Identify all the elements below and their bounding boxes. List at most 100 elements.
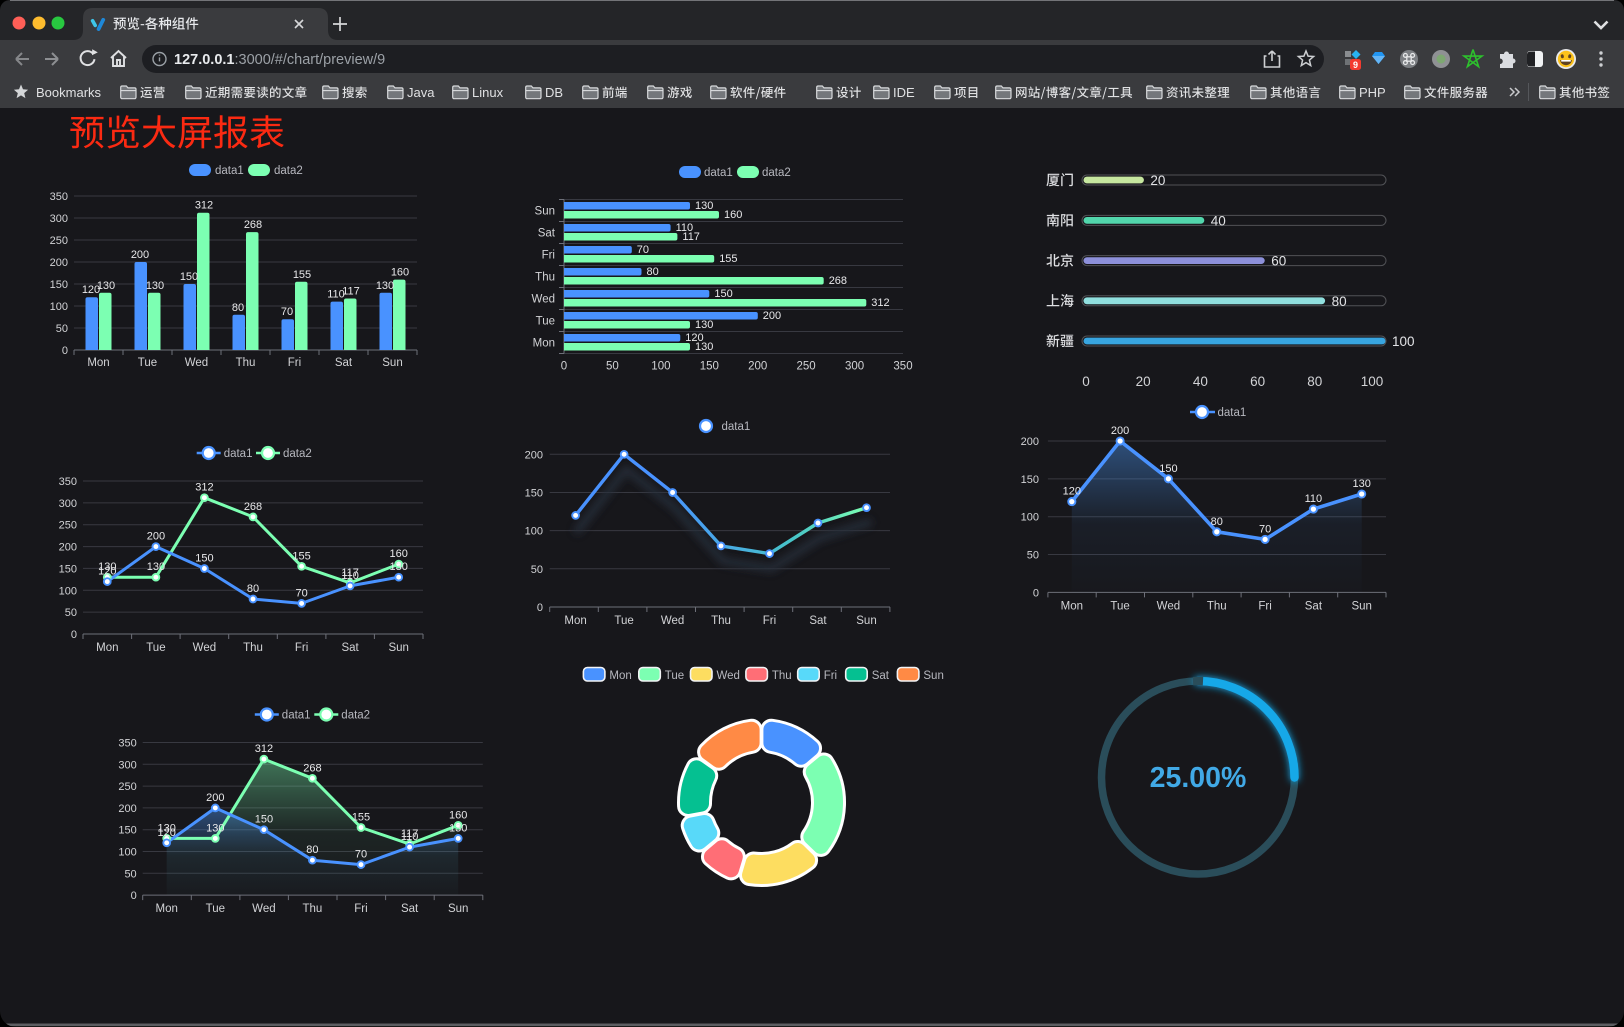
svg-text:150: 150: [118, 825, 136, 837]
svg-text:120: 120: [158, 827, 176, 839]
svg-text:Wed: Wed: [661, 615, 684, 627]
svg-text:300: 300: [845, 361, 864, 373]
svg-text:Fri: Fri: [288, 357, 301, 369]
svg-text:60: 60: [1250, 374, 1265, 389]
svg-text:70: 70: [281, 306, 293, 318]
svg-text:117: 117: [342, 286, 360, 298]
svg-text:70: 70: [637, 244, 649, 256]
svg-text:200: 200: [206, 792, 224, 804]
svg-text:Tue: Tue: [614, 615, 633, 627]
svg-text:Mon: Mon: [156, 903, 178, 915]
svg-text:data2: data2: [283, 448, 312, 460]
svg-text:Mon: Mon: [96, 642, 118, 654]
svg-text:Tue: Tue: [206, 903, 225, 915]
svg-text:Sun: Sun: [382, 357, 402, 369]
svg-text:Wed: Wed: [252, 903, 275, 915]
svg-text:Tue: Tue: [536, 316, 555, 328]
svg-text:300: 300: [118, 759, 136, 771]
svg-text:130: 130: [1353, 478, 1371, 490]
svg-text:200: 200: [50, 257, 68, 269]
svg-text:Wed: Wed: [532, 294, 555, 306]
svg-text:60: 60: [1271, 254, 1286, 269]
svg-text:200: 200: [1111, 425, 1129, 437]
svg-text:0: 0: [1033, 587, 1039, 599]
svg-text:Tue: Tue: [146, 642, 165, 654]
svg-text:160: 160: [724, 209, 742, 221]
svg-text:110: 110: [327, 289, 345, 301]
svg-text:150: 150: [525, 488, 543, 500]
svg-text:data2: data2: [341, 710, 370, 722]
svg-text:70: 70: [295, 587, 307, 599]
svg-text:DB: DB: [545, 85, 563, 100]
svg-text:117: 117: [341, 567, 359, 579]
svg-text:127.0.0.1:3000/#/chart/preview: 127.0.0.1:3000/#/chart/preview/9: [174, 52, 385, 68]
svg-text:IDE: IDE: [893, 85, 915, 100]
svg-text:100: 100: [118, 847, 136, 859]
svg-text:100: 100: [651, 361, 670, 373]
svg-text:130: 130: [390, 561, 408, 573]
svg-text:PHP: PHP: [1359, 85, 1386, 100]
svg-text:50: 50: [1027, 550, 1039, 562]
svg-text:160: 160: [390, 548, 408, 560]
svg-text:150: 150: [700, 361, 719, 373]
svg-text:350: 350: [59, 476, 77, 488]
svg-text:200: 200: [118, 803, 136, 815]
svg-text:100: 100: [50, 301, 68, 313]
svg-text:0: 0: [537, 602, 543, 614]
svg-text:50: 50: [56, 323, 68, 335]
svg-text:20: 20: [1136, 374, 1151, 389]
svg-text:150: 150: [59, 563, 77, 575]
svg-text:117: 117: [401, 828, 419, 840]
svg-text:40: 40: [1211, 213, 1226, 228]
svg-text:Fri: Fri: [763, 615, 776, 627]
svg-text:117: 117: [682, 231, 700, 243]
svg-text:300: 300: [59, 498, 77, 510]
svg-text:350: 350: [118, 738, 136, 750]
svg-text:Sat: Sat: [401, 903, 419, 915]
svg-text:Sat: Sat: [341, 642, 359, 654]
svg-text:Sat: Sat: [335, 357, 353, 369]
svg-text:350: 350: [893, 361, 912, 373]
svg-text:Wed: Wed: [185, 357, 208, 369]
svg-text:150: 150: [1021, 474, 1039, 486]
svg-text:data1: data1: [1218, 407, 1247, 419]
svg-text:250: 250: [797, 361, 816, 373]
svg-text:data1: data1: [722, 421, 751, 433]
svg-text:9: 9: [1353, 60, 1358, 70]
svg-text:200: 200: [147, 531, 165, 543]
svg-text:Thu: Thu: [236, 357, 256, 369]
svg-text:130: 130: [146, 280, 164, 292]
svg-text:110: 110: [676, 222, 694, 234]
svg-text:155: 155: [719, 253, 737, 265]
svg-text:data1: data1: [282, 710, 311, 722]
svg-text:Sun: Sun: [448, 903, 468, 915]
svg-text:Tue: Tue: [1110, 600, 1129, 612]
svg-text:Mon: Mon: [1061, 600, 1083, 612]
svg-text:data2: data2: [274, 165, 303, 177]
svg-text:160: 160: [391, 267, 409, 279]
svg-text:300: 300: [50, 213, 68, 225]
svg-text:120: 120: [82, 284, 100, 296]
svg-text:0: 0: [71, 629, 77, 641]
svg-text:Thu: Thu: [302, 903, 322, 915]
svg-text:Sat: Sat: [538, 228, 556, 240]
svg-text:110: 110: [341, 570, 359, 582]
svg-text:268: 268: [244, 219, 262, 231]
svg-text:100: 100: [1021, 512, 1039, 524]
svg-text:Mon: Mon: [609, 670, 631, 682]
svg-text:Thu: Thu: [243, 642, 263, 654]
svg-text:312: 312: [255, 743, 273, 755]
svg-text:Sat: Sat: [1305, 600, 1323, 612]
svg-text:Bookmarks: Bookmarks: [36, 85, 102, 100]
svg-text:130: 130: [206, 822, 224, 834]
svg-text:80: 80: [1211, 516, 1223, 528]
svg-text:data1: data1: [224, 448, 253, 460]
svg-text:268: 268: [829, 275, 847, 287]
svg-text:155: 155: [292, 550, 310, 562]
svg-text:110: 110: [401, 831, 419, 843]
svg-text:80: 80: [306, 844, 318, 856]
svg-text:70: 70: [355, 849, 367, 861]
svg-text:250: 250: [118, 781, 136, 793]
svg-text:Wed: Wed: [717, 670, 740, 682]
svg-text:Fri: Fri: [1258, 600, 1271, 612]
